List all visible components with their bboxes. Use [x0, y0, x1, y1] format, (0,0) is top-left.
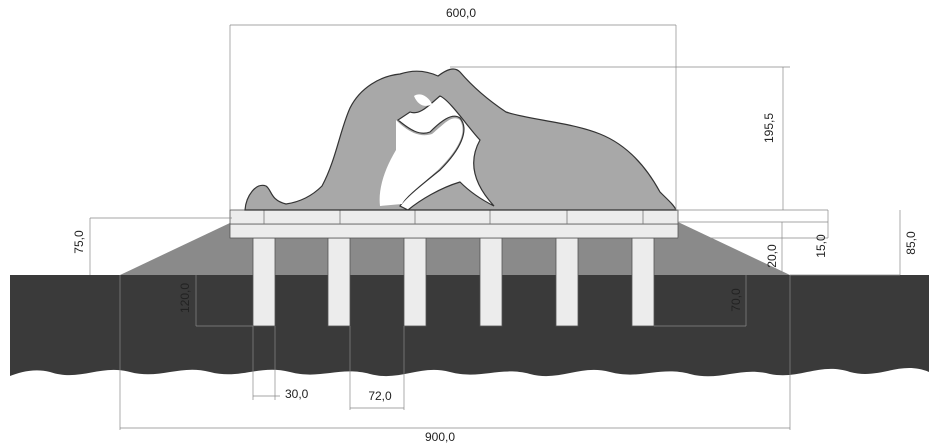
- dimension-label: 120,0: [178, 283, 192, 313]
- dimension-label: 70,0: [729, 288, 743, 312]
- slab-joints: [263, 210, 644, 224]
- post: [631, 237, 655, 327]
- dimension-label: 195,5: [762, 113, 776, 143]
- post: [555, 237, 579, 327]
- dimension-label: 72,0: [368, 389, 392, 403]
- sculpture-gap: [379, 118, 463, 206]
- dimension-label: 75,0: [72, 230, 86, 254]
- dimension-label: 900,0: [425, 430, 455, 444]
- upper-slab: [229, 209, 679, 225]
- dimension-label: 20,0: [765, 244, 779, 268]
- sculpture-gap: [414, 94, 432, 106]
- dimension-label: 30,0: [285, 387, 309, 401]
- dimension-label: 600,0: [446, 6, 476, 20]
- dimension-lines: [89, 24, 901, 430]
- ground: [10, 275, 929, 377]
- lower-slab: [229, 223, 679, 239]
- post: [327, 237, 351, 327]
- posts: [252, 237, 655, 327]
- dimension-label: 85,0: [904, 231, 918, 255]
- post: [403, 237, 427, 327]
- post: [479, 237, 503, 327]
- dimension-label: 15,0: [814, 234, 828, 258]
- post: [252, 237, 276, 327]
